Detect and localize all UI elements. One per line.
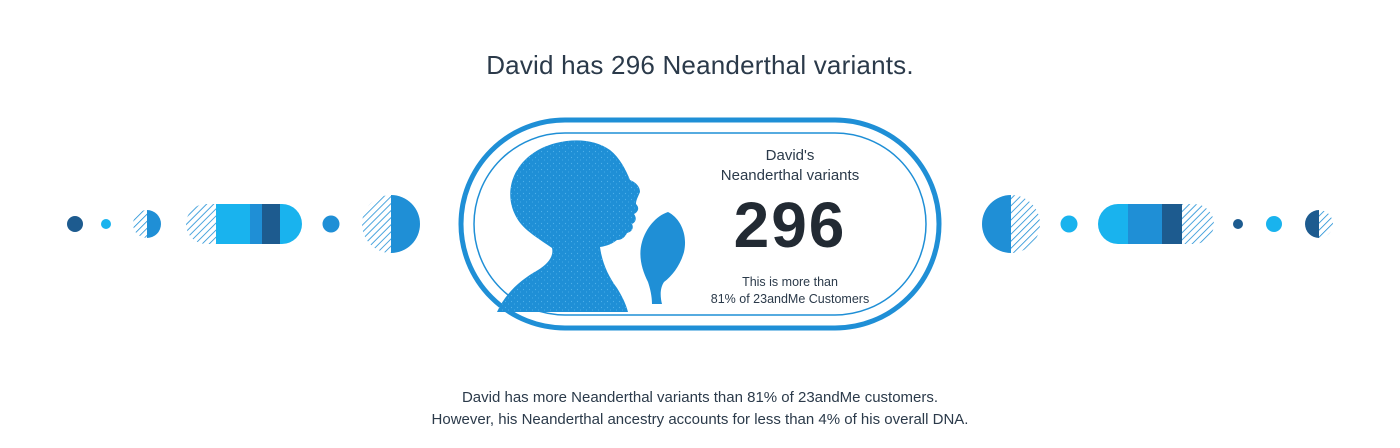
half-circle-icon — [362, 195, 420, 253]
half-circle-icon — [133, 210, 161, 238]
stone-hand-axe-icon — [640, 212, 686, 304]
summary-line2: However, his Neanderthal ancestry accoun… — [431, 411, 969, 428]
card-label: David's Neanderthal variants — [680, 146, 900, 186]
dot-icon — [67, 216, 83, 232]
card-sub-line2: 81% of 23andMe Customers — [710, 292, 870, 306]
summary-text: David has more Neanderthal variants than… — [0, 387, 1400, 431]
half-circle-icon — [1305, 210, 1333, 238]
right-variant-strip — [982, 195, 1333, 253]
left-variant-strip — [67, 195, 420, 253]
half-circle-icon — [982, 195, 1040, 253]
variant-pill — [186, 204, 302, 244]
dot-icon — [1266, 216, 1282, 232]
variant-pill — [1098, 204, 1214, 244]
page-title: David has 296 Neanderthal variants. — [486, 50, 914, 80]
card-label-line2: Neanderthal variants — [720, 167, 860, 184]
neanderthal-profile-icon — [497, 140, 640, 312]
variant-count: 296 — [733, 189, 847, 261]
dot-icon — [101, 219, 111, 229]
card-percentile: This is more than 81% of 23andMe Custome… — [680, 274, 900, 308]
card-label-line1: David's — [765, 147, 815, 164]
card-sub-line1: This is more than — [742, 275, 838, 289]
dot-icon — [1233, 219, 1243, 229]
variant-card — [458, 117, 942, 331]
dot-icon — [1060, 215, 1078, 233]
dot-icon — [322, 215, 340, 233]
summary-line1: David has more Neanderthal variants than… — [461, 389, 939, 406]
